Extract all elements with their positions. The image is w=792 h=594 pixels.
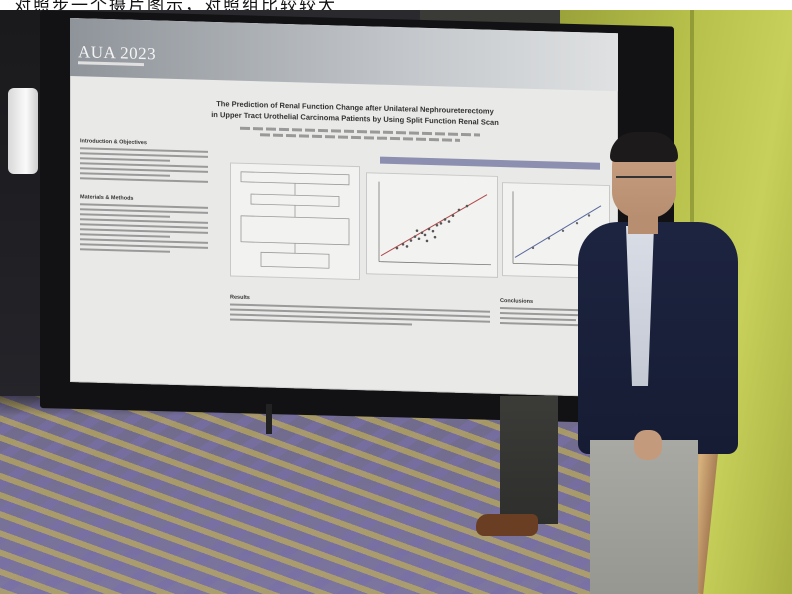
grey-trousers xyxy=(590,440,698,594)
navy-blazer xyxy=(578,222,738,454)
top-caption-text: 对照步一个摄片图示，对照组比较较大 xyxy=(14,0,337,10)
text-line xyxy=(500,317,576,322)
poster-left-column: Introduction & Objectives Materials & Me… xyxy=(80,138,208,257)
poster-tube-left xyxy=(8,88,38,174)
neck xyxy=(628,214,658,234)
glasses-icon xyxy=(616,176,672,188)
results-banner xyxy=(380,156,600,170)
text-line xyxy=(80,213,170,218)
second-person-shoe xyxy=(476,514,538,536)
text-line xyxy=(80,233,170,238)
flow-diagram-graphic xyxy=(240,171,350,269)
poster-board-leg xyxy=(266,404,272,434)
hand xyxy=(634,430,662,460)
section-intro-heading: Introduction & Objectives xyxy=(80,138,147,147)
text-line xyxy=(80,172,170,177)
second-person-legs xyxy=(500,396,558,524)
poster-title: The Prediction of Renal Function Change … xyxy=(210,98,500,128)
poster-scatter-plot xyxy=(366,172,498,278)
presenter-person xyxy=(568,130,748,594)
hair xyxy=(610,132,678,162)
top-caption-strip: 对照步一个摄片图示，对照组比较较大 xyxy=(0,0,792,10)
scatter-plot-graphic xyxy=(378,181,491,266)
dark-wall-left xyxy=(0,10,40,410)
research-poster: AUA 2023 The Prediction of Renal Functio… xyxy=(70,18,618,398)
text-line xyxy=(80,157,170,162)
poster-flow-diagram xyxy=(230,162,360,281)
poster-results-section: Results xyxy=(230,294,490,330)
text-line xyxy=(80,248,170,253)
